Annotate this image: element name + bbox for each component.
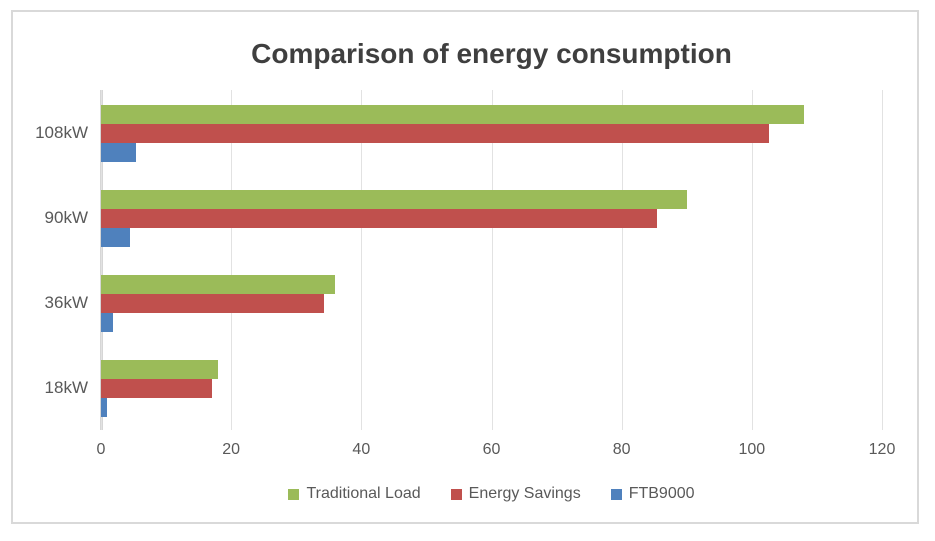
bar-group-90kw [101, 175, 882, 260]
x-tick-label-20: 20 [222, 441, 241, 458]
bar-traditional-load-108kw [101, 105, 804, 124]
legend-item-ftb9000: FTB9000 [610, 485, 695, 503]
x-tick-label-100: 100 [738, 441, 766, 458]
x-tick-label-120: 120 [868, 441, 896, 458]
gridline [101, 90, 102, 430]
bar-traditional-load-18kw [101, 360, 219, 379]
bar-group-36kw [101, 260, 882, 345]
gridline [491, 90, 493, 430]
chart-frame [11, 10, 919, 524]
bar-energy-savings-36kw [101, 294, 324, 313]
gridline [751, 90, 753, 430]
bar-ftb9000-18kw [101, 398, 107, 417]
y-axis-labels: 108kW 90kW 36kW 18kW [0, 90, 88, 430]
legend-swatch-icon [610, 488, 622, 500]
bar-ftb9000-36kw [101, 313, 113, 332]
legend-label: Energy Savings [468, 485, 581, 502]
bar-energy-savings-18kw [101, 379, 213, 398]
gridline [231, 90, 233, 430]
bar-ftb9000-90kw [101, 228, 131, 247]
y-axis-label-18kw: 18kW [44, 377, 88, 397]
gridline [882, 90, 883, 430]
y-axis-label-108kw: 108kW [35, 122, 88, 142]
y-axis-label-36kw: 36kW [44, 292, 88, 312]
x-tick-label-80: 80 [612, 441, 631, 458]
bar-energy-savings-90kw [101, 209, 658, 228]
chart-title: Comparison of energy consumption [251, 38, 732, 69]
x-axis-labels: 0 20 40 60 80 100 120 [97, 441, 896, 463]
x-tick-label-0: 0 [96, 441, 106, 458]
bar-traditional-load-36kw [101, 275, 336, 294]
gridline [621, 90, 623, 430]
bar-ftb9000-108kw [101, 143, 137, 162]
x-tick-label-60: 60 [482, 441, 501, 458]
legend-swatch-icon [288, 488, 300, 500]
x-tick-label-40: 40 [352, 441, 371, 458]
bar-traditional-load-90kw [101, 190, 687, 209]
bar-energy-savings-108kw [101, 124, 769, 143]
bar-group-108kw [101, 90, 882, 175]
legend-item-energy-savings: Energy Savings [450, 485, 581, 503]
bar-group-18kw [101, 345, 882, 430]
plot-area [100, 90, 883, 430]
legend: Traditional Load Energy Savings FTB9000 [101, 485, 882, 503]
legend-item-traditional-load: Traditional Load [288, 485, 421, 503]
legend-label: FTB9000 [628, 485, 695, 502]
gridline [361, 90, 363, 430]
y-axis-label-90kw: 90kW [44, 207, 88, 227]
legend-label: Traditional Load [306, 485, 421, 502]
legend-swatch-icon [450, 488, 462, 500]
